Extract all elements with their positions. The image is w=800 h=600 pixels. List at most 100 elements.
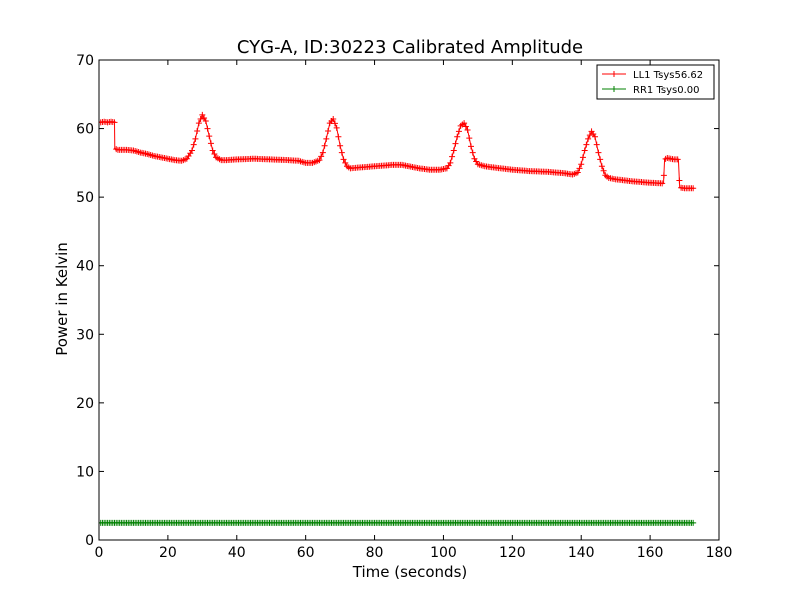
series-ll1-marker: [335, 133, 342, 140]
series-ll1-point: [688, 187, 691, 190]
series-ll1-marker: [660, 172, 667, 179]
series-ll1-point: [632, 180, 634, 183]
series-ll1-marker: [597, 156, 604, 163]
series-ll1-point: [208, 135, 211, 137]
series-ll1-point: [339, 144, 341, 147]
series-rr1-point: [649, 522, 651, 524]
series-ll1-point: [297, 160, 300, 162]
series-ll1-point: [418, 167, 421, 170]
series-ll1-point: [173, 159, 176, 161]
series-ll1-point: [494, 166, 496, 169]
legend-box: [596, 64, 715, 100]
series-rr1-point: [235, 522, 238, 524]
series-ll1-marker: [455, 128, 462, 135]
series-ll1-point: [198, 122, 200, 124]
series-ll1-point: [120, 149, 123, 151]
series-ll1-point: [677, 158, 680, 161]
x-tick-label: 40: [228, 545, 246, 561]
series-ll1-marker: [342, 159, 349, 166]
series-ll1-marker: [593, 141, 600, 148]
series-ll1-point: [545, 170, 548, 173]
y-tick-label: 50: [76, 190, 94, 206]
x-tick-label: 140: [568, 545, 595, 561]
series-ll1-point: [678, 186, 681, 189]
series-ll1-point: [335, 127, 338, 129]
series-ll1-point: [180, 160, 183, 162]
series-ll1-point: [328, 122, 331, 124]
series-ll1-point: [663, 158, 666, 161]
series-ll1-point: [139, 151, 142, 154]
series-ll1-point: [649, 181, 651, 184]
series-ll1-point: [390, 164, 393, 166]
series-ll1-point: [459, 125, 462, 127]
y-tick-label: 10: [76, 464, 94, 480]
series-ll1-point: [253, 157, 255, 160]
series-ll1-point: [439, 168, 441, 171]
series-ll1-point: [563, 172, 565, 174]
series-ll1-point: [113, 121, 116, 124]
x-tick-label: 100: [430, 545, 457, 561]
y-tick-label: 20: [76, 396, 94, 412]
series-ll1-marker: [331, 120, 338, 127]
series-ll1-point: [470, 145, 472, 148]
chart-title: CYG-A, ID:30223 Calibrated Amplitude: [237, 37, 583, 58]
y-tick-label: 60: [76, 122, 94, 138]
series-ll1-point: [662, 182, 665, 185]
series-ll1-point: [146, 153, 149, 155]
series-ll1-marker: [211, 150, 218, 157]
series-ll1-point: [587, 138, 589, 140]
series-ll1-point: [446, 167, 448, 170]
legend-marker-rr1: [611, 86, 617, 92]
series-ll1-point: [160, 156, 162, 159]
series-ll1-point: [342, 158, 345, 161]
series-ll1-marker: [676, 177, 683, 184]
series-ll1-point: [614, 178, 617, 181]
series-ll1-point: [473, 157, 476, 160]
series-ll1-point: [594, 136, 596, 138]
series-ll1-marker: [583, 141, 590, 148]
series-ll1-point: [304, 162, 307, 164]
series-ll1-point: [220, 159, 223, 161]
x-tick-label: 0: [95, 545, 104, 561]
series-ll1-point: [117, 149, 119, 151]
series-ll1-point: [99, 121, 102, 124]
series-ll1-point: [110, 120, 112, 123]
x-tick-label: 180: [706, 545, 733, 561]
series-ll1-point: [452, 149, 455, 152]
series-ll1-point: [401, 164, 403, 166]
series-ll1-point: [408, 165, 410, 168]
plot-clipped-group: [99, 111, 697, 526]
legend-label-rr1: RR1 Tsys0.00: [633, 85, 700, 96]
series-ll1-marker: [194, 127, 201, 134]
series-ll1-point: [463, 122, 465, 124]
series-ll1-point: [322, 151, 324, 154]
series-ll1-marker: [452, 140, 459, 147]
x-tick-label: 60: [297, 545, 315, 561]
series-ll1-marker: [204, 125, 211, 132]
series-ll1-point: [483, 165, 486, 168]
series-ll1-point: [673, 158, 676, 161]
y-tick-label: 30: [76, 327, 94, 343]
series-ll1-marker: [449, 153, 456, 160]
series-ll1-point: [576, 171, 579, 174]
series-ll1-point: [601, 165, 603, 168]
series-ll1-marker: [190, 141, 197, 148]
plot-frame: [98, 59, 720, 541]
series-ll1-point: [428, 168, 431, 171]
series-ll1-marker: [466, 135, 473, 142]
series-rr1-point: [132, 522, 135, 524]
series-rr1-point: [676, 522, 679, 524]
y-tick-label: 0: [85, 533, 94, 549]
legend-label-ll1: LL1 Tsys56.62: [633, 70, 703, 81]
series-rr1-point: [511, 522, 514, 524]
series-ll1-point: [114, 147, 116, 150]
series-ll1-point: [287, 159, 290, 161]
series-ll1-marker: [321, 142, 328, 149]
series-ll1-point: [373, 165, 376, 168]
series-ll1-point: [346, 165, 348, 168]
series-ll1-point: [477, 163, 479, 166]
series-ll1-point: [590, 130, 593, 133]
x-tick-label: 20: [159, 545, 177, 561]
series-ll1-point: [106, 121, 109, 124]
series-rr1-point: [663, 522, 665, 524]
